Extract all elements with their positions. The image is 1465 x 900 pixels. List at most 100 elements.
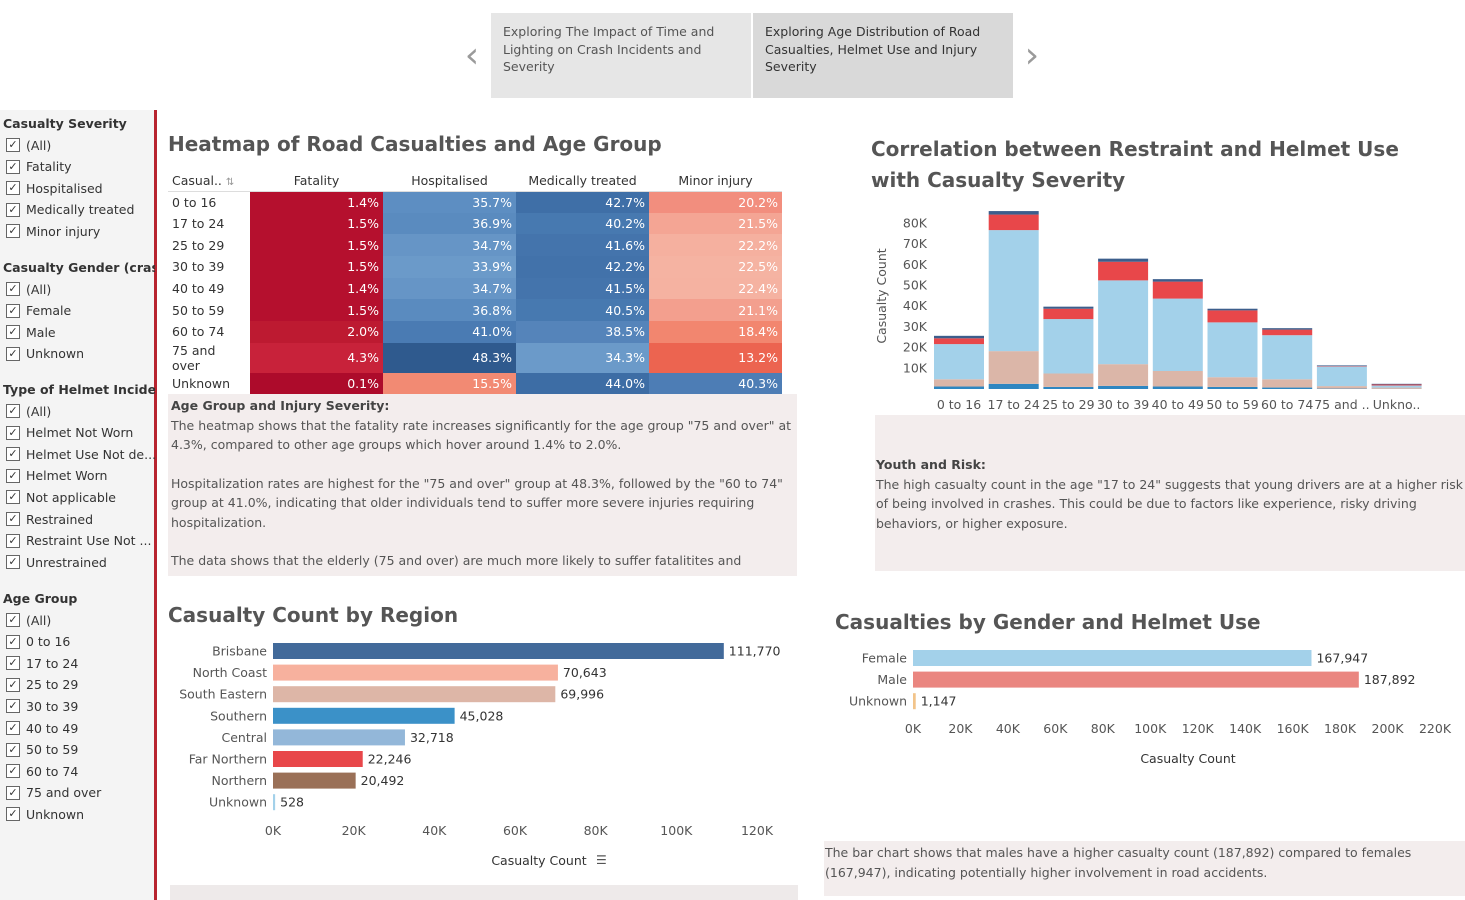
heatmap-cell[interactable]: 36.8%	[383, 299, 516, 322]
bar[interactable]	[273, 772, 356, 789]
checkbox-checked-icon[interactable]: ✓	[6, 159, 20, 174]
stacked-bar-segment[interactable]	[1152, 281, 1203, 299]
stacked-bar-segment[interactable]	[1098, 280, 1149, 365]
heatmap-cell[interactable]: 34.7%	[383, 277, 516, 300]
heatmap-cell[interactable]: 41.5%	[516, 277, 649, 300]
story-prev-arrow[interactable]: ‹	[464, 35, 480, 76]
heatmap-cell[interactable]: 2.0%	[250, 321, 383, 343]
filter-option[interactable]: ✓ Restrained	[6, 509, 93, 529]
checkbox-checked-icon[interactable]: ✓	[6, 807, 20, 822]
stacked-bar-segment[interactable]	[1043, 373, 1094, 387]
heatmap-row[interactable]: 25 to 29 1.5% 34.7% 41.6% 22.2%	[168, 234, 782, 257]
stacked-bar-segment[interactable]	[934, 335, 984, 339]
stacked-bar-segment[interactable]	[1262, 329, 1313, 336]
sort-icon[interactable]: ⇅	[225, 176, 235, 188]
filter-option[interactable]: ✓ 40 to 49	[6, 718, 78, 738]
bar[interactable]	[273, 729, 405, 746]
checkbox-checked-icon[interactable]: ✓	[6, 202, 20, 217]
heatmap-row-header[interactable]: Casual.. ⇅	[168, 170, 250, 192]
story-next-arrow[interactable]: ›	[1024, 35, 1040, 76]
heatmap-cell[interactable]: 21.5%	[649, 212, 782, 235]
filter-option[interactable]: ✓ Fatality	[6, 157, 72, 177]
bar[interactable]	[273, 794, 276, 811]
bar[interactable]	[913, 671, 1359, 688]
heatmap-cell[interactable]: 42.7%	[516, 191, 649, 213]
checkbox-checked-icon[interactable]: ✓	[6, 447, 20, 462]
stacked-bar-segment[interactable]	[1152, 386, 1203, 389]
heatmap-cell[interactable]: 40.2%	[516, 212, 649, 235]
filter-option[interactable]: ✓ Minor injury	[6, 221, 100, 241]
heatmap-cell[interactable]: 40.5%	[516, 299, 649, 322]
heatmap-cell[interactable]: 33.9%	[383, 256, 516, 278]
filter-option[interactable]: ✓ 17 to 24	[6, 653, 78, 673]
stacked-bar-segment[interactable]	[988, 351, 1039, 384]
heatmap-cell[interactable]: 1.5%	[250, 234, 383, 257]
filter-option[interactable]: ✓ (All)	[6, 401, 51, 421]
heatmap-row[interactable]: 50 to 59 1.5% 36.8% 40.5% 21.1%	[168, 299, 782, 322]
filter-option[interactable]: ✓ Helmet Use Not de...	[6, 444, 156, 464]
checkbox-checked-icon[interactable]: ✓	[6, 425, 20, 440]
checkbox-checked-icon[interactable]: ✓	[6, 468, 20, 483]
stacked-bar-segment[interactable]	[1262, 379, 1313, 388]
heatmap-cell[interactable]: 22.5%	[649, 256, 782, 278]
heatmap-cell[interactable]: 34.3%	[516, 342, 649, 373]
stacked-bar-segment[interactable]	[1152, 279, 1203, 282]
filter-option[interactable]: ✓ Unknown	[6, 804, 84, 824]
filter-option[interactable]: ✓ Restraint Use Not ...	[6, 531, 151, 551]
stacked-bar-segment[interactable]	[1152, 298, 1203, 371]
stacked-bar-segment[interactable]	[1043, 308, 1094, 320]
heatmap-cell[interactable]: 40.3%	[649, 372, 782, 395]
checkbox-checked-icon[interactable]: ✓	[6, 325, 20, 340]
stacked-bar-segment[interactable]	[934, 386, 984, 389]
story-tab-age-distribution[interactable]: Exploring Age Distribution of Road Casua…	[753, 13, 1013, 98]
stacked-bar-segment[interactable]	[1043, 306, 1094, 309]
heatmap-row[interactable]: 17 to 24 1.5% 36.9% 40.2% 21.5%	[168, 212, 782, 235]
heatmap-cell[interactable]: 38.5%	[516, 321, 649, 343]
stacked-bar-segment[interactable]	[1043, 386, 1094, 389]
heatmap-row[interactable]: 75 and over 4.3% 48.3% 34.3% 13.2%	[168, 342, 782, 373]
filter-option[interactable]: ✓ (All)	[6, 610, 51, 630]
stacked-bar-segment[interactable]	[1207, 322, 1258, 378]
heatmap-row[interactable]: 40 to 49 1.4% 34.7% 41.5% 22.4%	[168, 277, 782, 300]
heatmap-cell[interactable]: 0.1%	[250, 372, 383, 395]
bar[interactable]	[913, 650, 1312, 666]
checkbox-checked-icon[interactable]: ✓	[6, 303, 20, 318]
stacked-bar-segment[interactable]	[1371, 385, 1422, 388]
checkbox-checked-icon[interactable]: ✓	[6, 677, 20, 692]
filter-option[interactable]: ✓ 0 to 16	[6, 632, 70, 652]
heatmap-cell[interactable]: 41.6%	[516, 234, 649, 257]
filter-option[interactable]: ✓ Unrestrained	[6, 552, 107, 572]
heatmap-row[interactable]: 30 to 39 1.5% 33.9% 42.2% 22.5%	[168, 256, 782, 278]
heatmap-cell[interactable]: 20.2%	[649, 191, 782, 213]
stacked-bar-segment[interactable]	[934, 379, 984, 387]
checkbox-checked-icon[interactable]: ✓	[6, 721, 20, 735]
heatmap-cell[interactable]: 35.7%	[383, 191, 516, 213]
stacked-bar-segment[interactable]	[934, 338, 984, 345]
heatmap-cell[interactable]: 22.2%	[649, 234, 782, 257]
checkbox-checked-icon[interactable]: ✓	[6, 224, 20, 239]
stacked-bar-segment[interactable]	[1207, 377, 1258, 387]
stacked-bar-segment[interactable]	[1207, 308, 1258, 311]
heatmap-cell[interactable]: 13.2%	[649, 342, 782, 373]
checkbox-checked-icon[interactable]: ✓	[6, 656, 20, 671]
checkbox-checked-icon[interactable]: ✓	[6, 490, 20, 505]
bar[interactable]	[273, 664, 558, 681]
checkbox-checked-icon[interactable]: ✓	[6, 785, 20, 800]
heatmap-cell[interactable]: 21.1%	[649, 299, 782, 322]
stacked-bar-segment[interactable]	[988, 211, 1039, 215]
heatmap-cell[interactable]: 44.0%	[516, 372, 649, 395]
stacked-bar-segment[interactable]	[1098, 364, 1149, 386]
stacked-bar-segment[interactable]	[1098, 385, 1149, 389]
heatmap-cell[interactable]: 34.7%	[383, 234, 516, 257]
story-tab-time-lighting[interactable]: Exploring The Impact of Time and Lightin…	[491, 13, 751, 98]
checkbox-checked-icon[interactable]: ✓	[6, 533, 20, 548]
heatmap-cell[interactable]: 15.5%	[383, 372, 516, 395]
filter-option[interactable]: ✓ (All)	[6, 279, 51, 299]
filter-option[interactable]: ✓ Hospitalised	[6, 178, 103, 198]
filter-option[interactable]: ✓ 50 to 59	[6, 740, 78, 760]
heatmap-cell[interactable]: 1.4%	[250, 191, 383, 213]
filter-option[interactable]: ✓ (All)	[6, 135, 51, 155]
stacked-bar-segment[interactable]	[1371, 387, 1422, 389]
stacked-bar-segment[interactable]	[1262, 387, 1313, 389]
bar[interactable]	[273, 707, 455, 724]
